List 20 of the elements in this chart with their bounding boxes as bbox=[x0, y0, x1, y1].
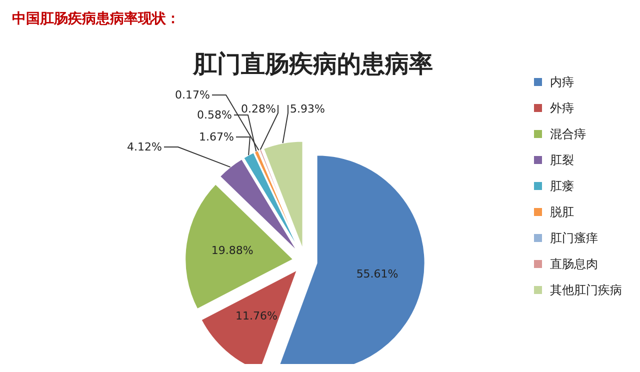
text: 中国肛肠疾病患病率现状： bbox=[12, 10, 180, 28]
legend-label: 内痔 bbox=[550, 74, 574, 90]
data-label: 11.76% bbox=[235, 310, 278, 323]
data-label: 0.28% bbox=[241, 102, 276, 116]
data-label: 19.88% bbox=[211, 244, 254, 257]
legend-label: 肛瘘 bbox=[550, 178, 574, 194]
data-label: 0.17% bbox=[175, 88, 210, 102]
legend-label: 直肠息肉 bbox=[550, 256, 598, 272]
data-label: 0.58% bbox=[197, 108, 232, 122]
legend-label: 肛裂 bbox=[550, 152, 574, 168]
data-label: 5.93% bbox=[290, 102, 325, 116]
chart-title: 肛门直肠疾病的患病率 bbox=[192, 49, 434, 80]
legend-label: 外痔 bbox=[550, 100, 574, 116]
legend-label: 其他肛门疾病 bbox=[550, 282, 622, 298]
legend-label: 脱肛 bbox=[550, 204, 574, 220]
data-label: 1.67% bbox=[199, 130, 234, 144]
data-label: 55.61% bbox=[356, 267, 398, 280]
data-label: 4.12% bbox=[127, 140, 162, 154]
legend-label: 肛门瘙痒 bbox=[550, 230, 598, 246]
legend-label: 混合痔 bbox=[550, 126, 586, 142]
